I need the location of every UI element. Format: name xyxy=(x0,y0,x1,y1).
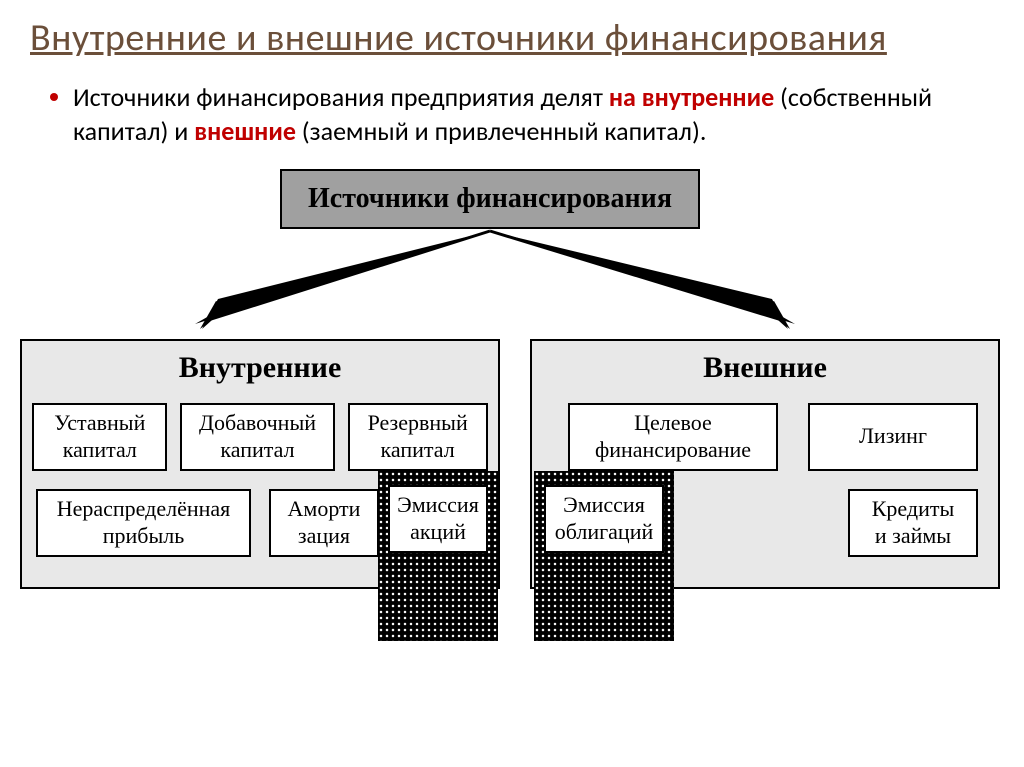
box-amortizatsiya: Амортизация xyxy=(269,489,379,557)
box-kredity-zaymy: Кредитыи займы xyxy=(848,489,978,557)
line2: облигаций xyxy=(555,519,654,544)
line1: Добавочный xyxy=(199,410,316,435)
bullet-highlight-2: внешние xyxy=(194,115,296,147)
line2: акций xyxy=(410,519,466,544)
bullet-part1: Источники финансирования предприятия дел… xyxy=(73,81,609,113)
line1: Лизинг xyxy=(859,423,927,448)
line2: капитал xyxy=(220,437,294,462)
line2: капитал xyxy=(381,437,455,462)
diagram-container: Источники финансирования Внутренние Уста… xyxy=(0,169,1024,729)
line2: капитал xyxy=(63,437,137,462)
internal-row-1: Уставныйкапитал Добавочныйкапитал Резерв… xyxy=(32,403,488,471)
box-emissiya-obligatsiy: Эмиссияоблигаций xyxy=(544,485,664,553)
pattern-box-emissiya-aktsiy: Эмиссияакций xyxy=(378,471,498,641)
box-rezervny-kapital: Резервныйкапитал xyxy=(348,403,488,471)
external-row-1: Целевоефинансирование Лизинг xyxy=(542,403,988,471)
slide-title: Внутренние и внешние источники финансиро… xyxy=(0,0,1024,71)
root-node: Источники финансирования xyxy=(280,169,700,229)
box-ustavny-kapital: Уставныйкапитал xyxy=(32,403,167,471)
box-emissiya-aktsiy: Эмиссияакций xyxy=(388,485,488,553)
line1: Резервный xyxy=(368,410,468,435)
bullet-row: Источники финансирования предприятия дел… xyxy=(0,71,1024,169)
line1: Кредиты xyxy=(872,496,955,521)
bullet-text: Источники финансирования предприятия дел… xyxy=(73,81,984,149)
line2: финансирование xyxy=(595,437,751,462)
line1: Эмиссия xyxy=(397,492,479,517)
group-external-title: Внешние xyxy=(542,351,988,385)
box-neraspred-pribyl: Нераспределённаяприбыль xyxy=(36,489,251,557)
arrow-connectors xyxy=(0,229,1024,339)
line2: зация xyxy=(298,523,350,548)
box-lizing: Лизинг xyxy=(808,403,978,471)
line1: Нераспределённая xyxy=(57,496,231,521)
line1: Аморти xyxy=(288,496,361,521)
pattern-box-emissiya-obligatsiy: Эмиссияоблигаций xyxy=(534,471,674,641)
bullet-highlight-1: на внутренние xyxy=(609,81,774,113)
bullet-part3: (заемный и привлеченный капитал). xyxy=(296,115,706,147)
line2: и займы xyxy=(875,523,951,548)
bullet-dot-icon xyxy=(50,93,58,101)
box-tselevoe-finansirovanie: Целевоефинансирование xyxy=(568,403,778,471)
box-dobavochny-kapital: Добавочныйкапитал xyxy=(180,403,335,471)
line1: Уставный xyxy=(54,410,145,435)
line1: Эмиссия xyxy=(563,492,645,517)
line1: Целевое xyxy=(634,410,712,435)
line2: прибыль xyxy=(103,523,185,548)
slide: Внутренние и внешние источники финансиро… xyxy=(0,0,1024,767)
group-internal-title: Внутренние xyxy=(32,351,488,385)
